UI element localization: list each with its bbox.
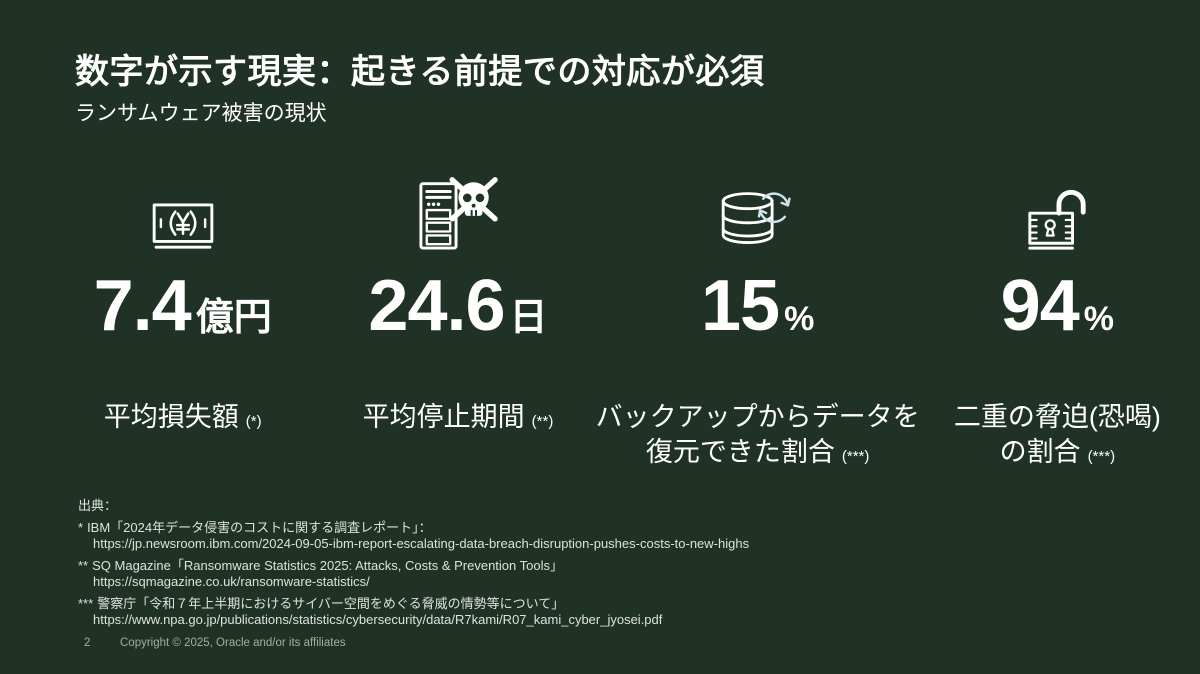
stat-label: 平均損失額 (*) (104, 400, 262, 439)
stat-double-extortion-rate: 94% 二重の脅迫(恐喝) の割合 (***) (920, 166, 1195, 474)
stat-value: 7.4 億円 (94, 270, 272, 342)
page-number: 2 (84, 637, 91, 649)
stat-number-text: 15 (700, 266, 780, 346)
stat-value: 24.6 日 (368, 270, 547, 342)
stat-unit: % (784, 300, 815, 338)
stat-value: 94% (1001, 270, 1114, 342)
source-text: * IBM「2024年データ侵害のコストに関する調査レポート」： (78, 520, 432, 535)
source-text: *** 警察庁「令和７年上半期におけるサイバー空間をめぐる脅威の情勢等について」 (78, 596, 565, 611)
stat-number-text: 7.4 (93, 266, 192, 346)
stat-backup-restore-rate: 15% バックアップからデータを 復元できた割合 (***) (596, 166, 920, 474)
stat-unit: 億円 (195, 297, 272, 339)
stat-unit: 日 (509, 297, 548, 339)
footnote-marker: ** (78, 558, 89, 573)
stat-label: 平均停止期間 (**) (363, 400, 554, 439)
footnote-marker: (**) (531, 413, 554, 430)
footnote-marker: (***) (1087, 448, 1116, 465)
source-text: ** SQ Magazine「Ransomware Statistics 2025… (78, 558, 563, 573)
copyright: Copyright © 2025, Oracle and/or its affi… (120, 637, 346, 649)
source-item: * IBM「2024年データ侵害のコストに関する調査レポート」： https://… (78, 521, 749, 551)
page-title: 数字が示す現実：起きる前提での対応が必須 (75, 53, 765, 91)
source-item: *** 警察庁「令和７年上半期におけるサイバー空間をめぐる脅威の情勢等について」 … (78, 597, 749, 627)
yen-banknote-icon (152, 166, 214, 252)
source-url: https://sqmagazine.co.uk/ransomware-stat… (93, 574, 370, 589)
header: 数字が示す現実：起きる前提での対応が必須 ランサムウェア被害の現状 (75, 52, 764, 127)
footnote-marker: * (78, 520, 84, 535)
stat-label-text: の割合 (999, 437, 1081, 467)
source-url: https://jp.newsroom.ibm.com/2024-09-05-i… (93, 536, 750, 551)
stats-row: 7.4 億円 平均損失額 (*) (45, 166, 1195, 474)
stat-value: 15% (701, 270, 814, 342)
stat-average-loss: 7.4 億円 平均損失額 (*) (45, 166, 320, 474)
stat-label: 二重の脅迫(恐喝) の割合 (***) (954, 400, 1161, 474)
stat-label-text: 平均損失額 (103, 402, 239, 432)
database-restore-icon (719, 166, 797, 252)
sources-heading: 出典： (78, 498, 118, 513)
footnote-marker: (***) (841, 448, 870, 465)
server-skull-icon (417, 166, 499, 252)
stat-number-text: 24.6 (368, 266, 505, 346)
stat-unit: % (1083, 300, 1114, 338)
stat-label-text: 復元できた割合 (645, 437, 835, 467)
footnote-marker: *** (78, 596, 94, 611)
page-subtitle: ランサムウェア被害の現状 (75, 102, 327, 125)
unlocked-padlock-icon (1024, 166, 1090, 252)
sources-section: 出典： * IBM「2024年データ侵害のコストに関する調査レポート」： http… (78, 499, 749, 627)
source-item: ** SQ Magazine「Ransomware Statistics 2025… (78, 559, 749, 589)
source-url: https://www.npa.go.jp/publications/stati… (93, 612, 663, 627)
stat-number-text: 94 (1000, 266, 1080, 346)
footnote-marker: (*) (245, 413, 262, 430)
stat-average-downtime: 24.6 日 平均停止期間 (**) (320, 166, 595, 474)
stat-label-text: 二重の脅迫(恐喝) (953, 402, 1161, 432)
stat-label-text: バックアップからデータを (595, 402, 920, 432)
stat-label-text: 平均停止期間 (362, 402, 525, 432)
stat-label: バックアップからデータを 復元できた割合 (***) (596, 400, 920, 474)
